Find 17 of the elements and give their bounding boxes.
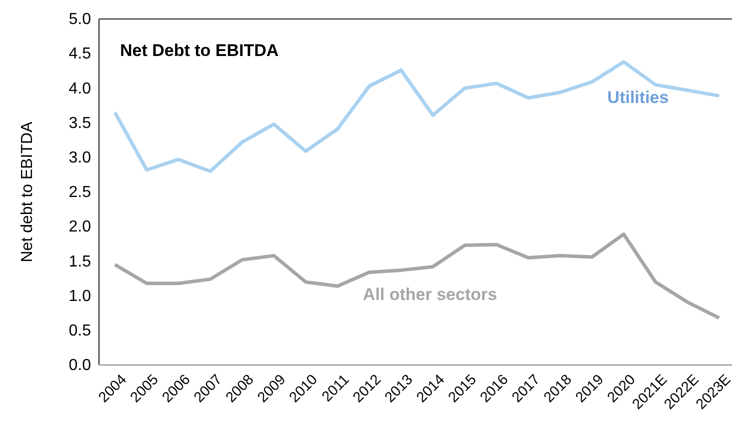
- y-tick-label: 1.5: [68, 253, 92, 270]
- y-tick-label: 1.0: [68, 288, 92, 305]
- line-series: [113, 60, 721, 173]
- y-axis-title: Net debt to EBITDA: [19, 121, 36, 262]
- y-tick-label: 4.0: [68, 80, 92, 98]
- line-series: [113, 232, 721, 320]
- y-tick-label: 2.5: [68, 184, 92, 202]
- y-tick-label: 3.0: [68, 150, 92, 167]
- y-tick-label: 4.5: [68, 46, 92, 63]
- y-tick-label: 3.5: [68, 114, 92, 132]
- y-tick-label: 0.0: [68, 357, 92, 374]
- series-label: Utilities: [607, 88, 669, 107]
- y-tick-label: 0.5: [68, 322, 92, 340]
- y-tick-label: 5.0: [68, 11, 92, 28]
- text: Net Debt to EBITDA: [120, 41, 279, 60]
- y-tick-label: 2.0: [68, 218, 92, 236]
- series-label: All other sectors: [362, 285, 498, 304]
